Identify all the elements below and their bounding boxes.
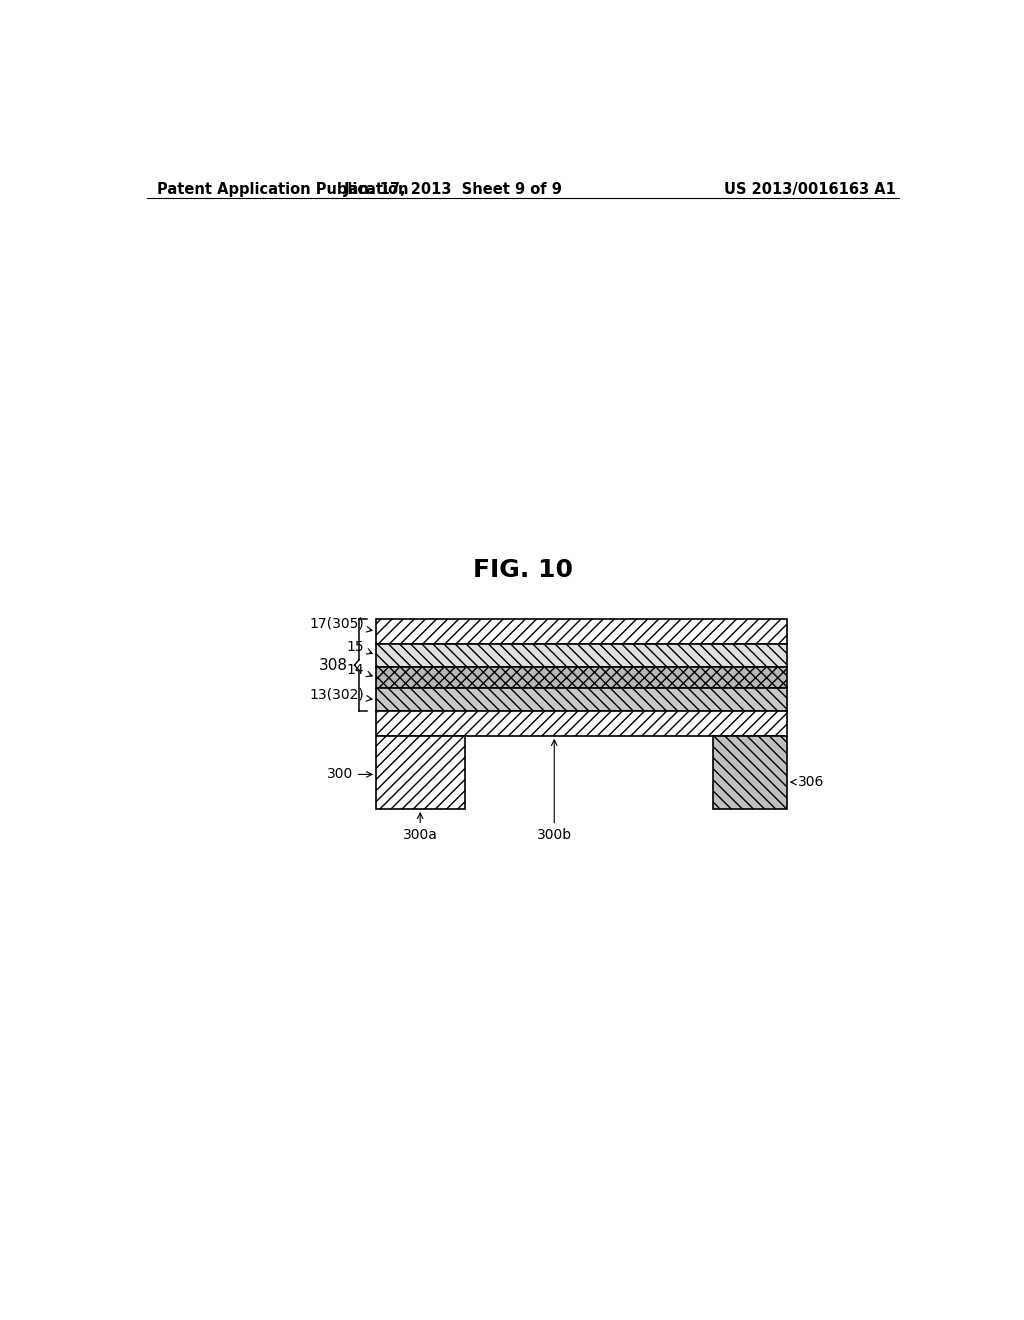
Bar	[376, 737, 465, 809]
Bar	[713, 737, 786, 809]
Text: 300a: 300a	[402, 813, 437, 842]
Text: 308: 308	[318, 657, 348, 673]
Bar	[376, 667, 786, 688]
Text: 300b: 300b	[537, 741, 571, 842]
Text: 17(305): 17(305)	[309, 616, 372, 632]
Bar	[376, 619, 786, 644]
Text: 300: 300	[327, 767, 372, 781]
Text: 13(302): 13(302)	[309, 688, 372, 701]
Text: 14: 14	[347, 663, 373, 677]
Text: Jan. 17, 2013  Sheet 9 of 9: Jan. 17, 2013 Sheet 9 of 9	[344, 182, 563, 197]
Text: Patent Application Publication: Patent Application Publication	[158, 182, 409, 197]
Text: US 2013/0016163 A1: US 2013/0016163 A1	[724, 182, 896, 197]
Bar	[376, 644, 786, 667]
Bar	[376, 711, 786, 737]
Text: FIG. 10: FIG. 10	[473, 558, 573, 582]
Bar	[376, 688, 786, 711]
Text: 306: 306	[791, 775, 824, 789]
Text: 15: 15	[347, 640, 373, 653]
